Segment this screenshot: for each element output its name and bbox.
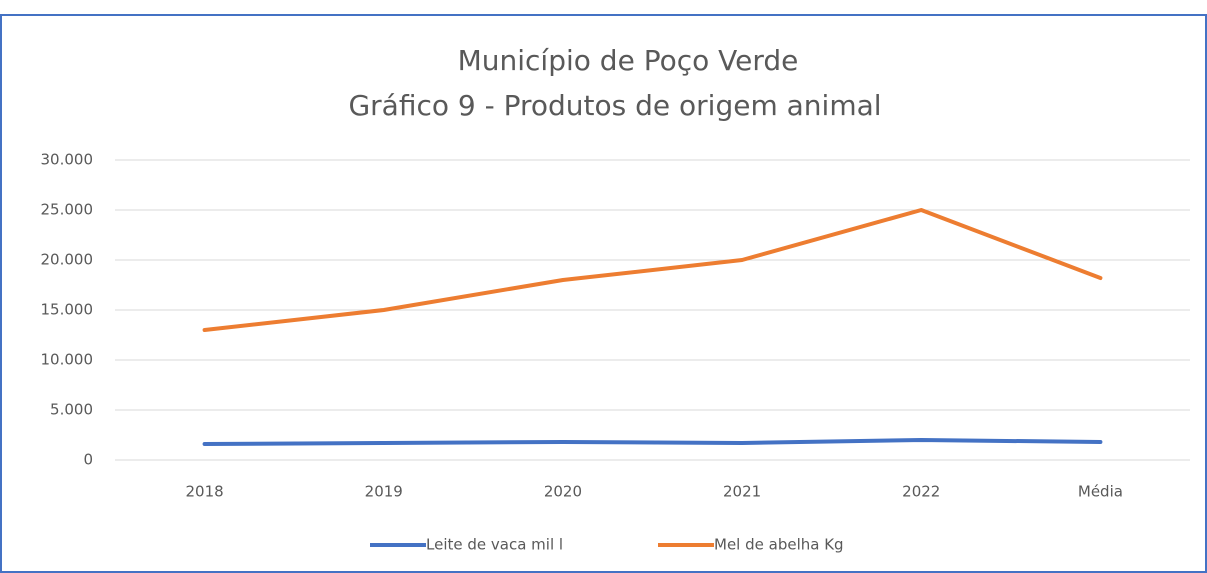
x-tick-label: Média — [1078, 483, 1123, 501]
y-tick-label: 30.000 — [41, 151, 94, 169]
y-tick-label: 10.000 — [41, 351, 94, 369]
x-tick-label: 2019 — [365, 483, 403, 501]
y-tick-label: 5.000 — [50, 401, 93, 419]
y-tick-label: 25.000 — [41, 201, 94, 219]
x-tick-label: 2018 — [185, 483, 223, 501]
y-tick-label: 0 — [83, 451, 93, 469]
y-tick-label: 15.000 — [41, 301, 94, 319]
chart-frame — [0, 14, 1207, 573]
legend-label: Leite de vaca mil l — [426, 536, 563, 554]
chart-title: Município de Poço Verde — [458, 44, 799, 77]
legend-label: Mel de abelha Kg — [714, 536, 844, 554]
x-tick-label: 2022 — [902, 483, 940, 501]
data-line — [202, 438, 1103, 446]
x-tick-label: 2021 — [723, 483, 761, 501]
data-line — [202, 208, 1103, 332]
y-tick-label: 20.000 — [41, 251, 94, 269]
chart-subtitle: Gráfico 9 - Produtos de origem animal — [348, 89, 881, 122]
x-tick-label: 2020 — [544, 483, 582, 501]
